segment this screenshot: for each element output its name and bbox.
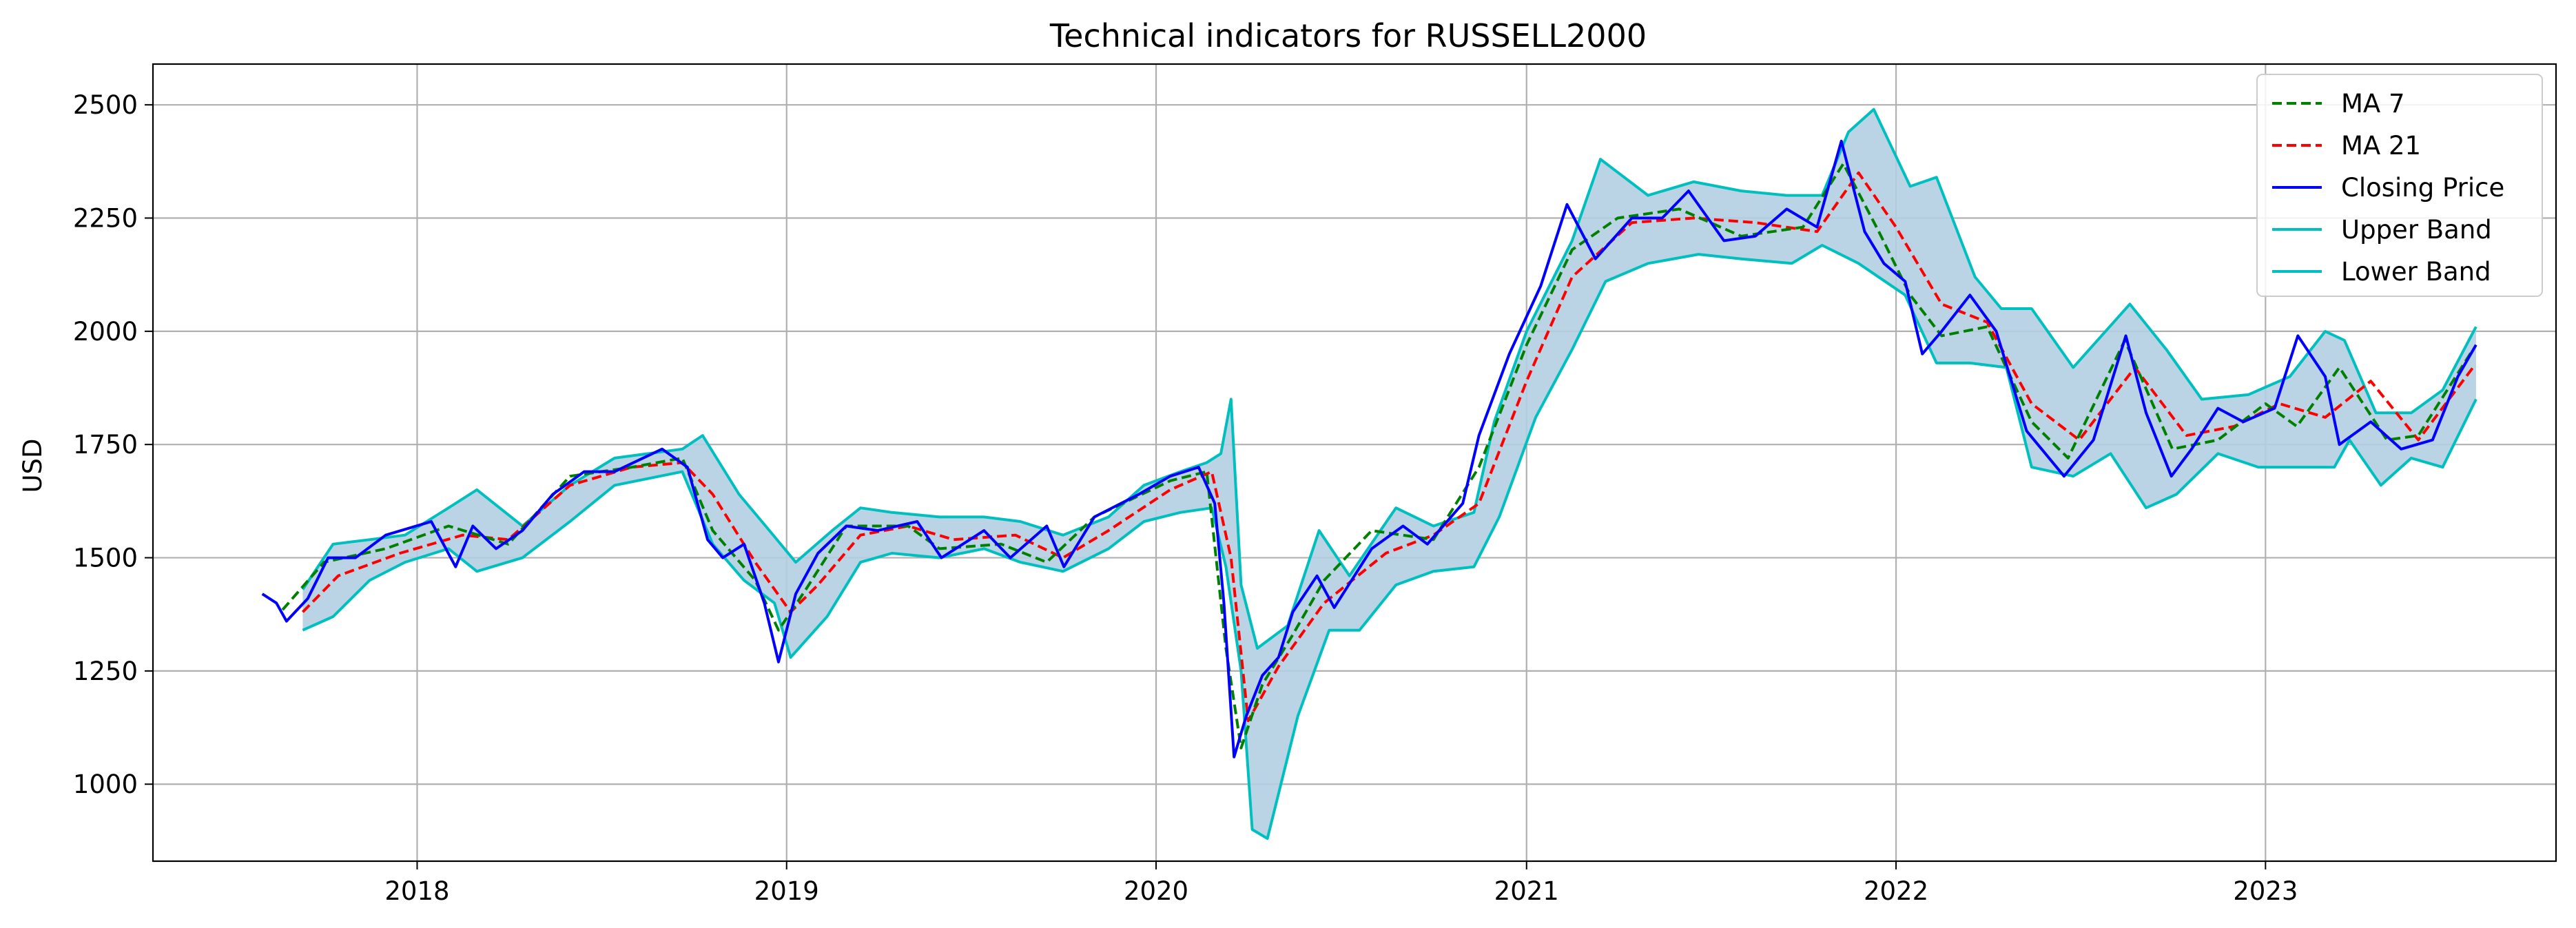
legend-label: Upper Band [2341,215,2492,245]
x-tick-label: 2023 [2233,876,2298,906]
y-tick-label: 2000 [73,317,138,347]
band-fill-area [302,109,2476,839]
y-tick-label: 1250 [73,657,138,686]
series-line-upper-band [301,107,2477,650]
series-line-closing-price [261,139,2477,759]
axes-frame [152,63,2557,863]
x-tick-label: 2022 [1864,876,1928,906]
x-tick-label: 2020 [1124,876,1188,906]
y-tick-label: 1000 [73,770,138,799]
y-tick-label: 1500 [73,544,138,573]
series-line-ma-7 [281,162,2475,750]
series-lines [261,107,2477,841]
legend-label: MA 21 [2341,131,2421,161]
x-tick-label: 2021 [1494,876,1559,906]
y-tick-label: 2500 [73,90,138,120]
x-tick-label: 2019 [754,876,819,906]
legend-box [2256,74,2543,297]
series-line-ma-21 [301,171,2475,723]
y-tick-label: 2250 [73,204,138,234]
x-tick-label: 2018 [384,876,449,906]
legend-label: Lower Band [2341,257,2491,287]
band-fill [302,109,2476,839]
legend-label: MA 7 [2341,89,2405,118]
y-tick-label: 1750 [73,430,138,460]
chart-title: Technical indicators for RUSSELL2000 [1049,17,1647,54]
legend-label: Closing Price [2341,173,2504,203]
legend: MA 7 MA 21 Closing Price Upper Band Lower Ba… [2256,74,2543,297]
axis-ticks: 2018 2019 2020 2021 2022 2023 1000 1250 1500 1750… [73,90,2298,906]
y-axis-label: USD [18,438,48,493]
plot-frame [152,63,2557,863]
